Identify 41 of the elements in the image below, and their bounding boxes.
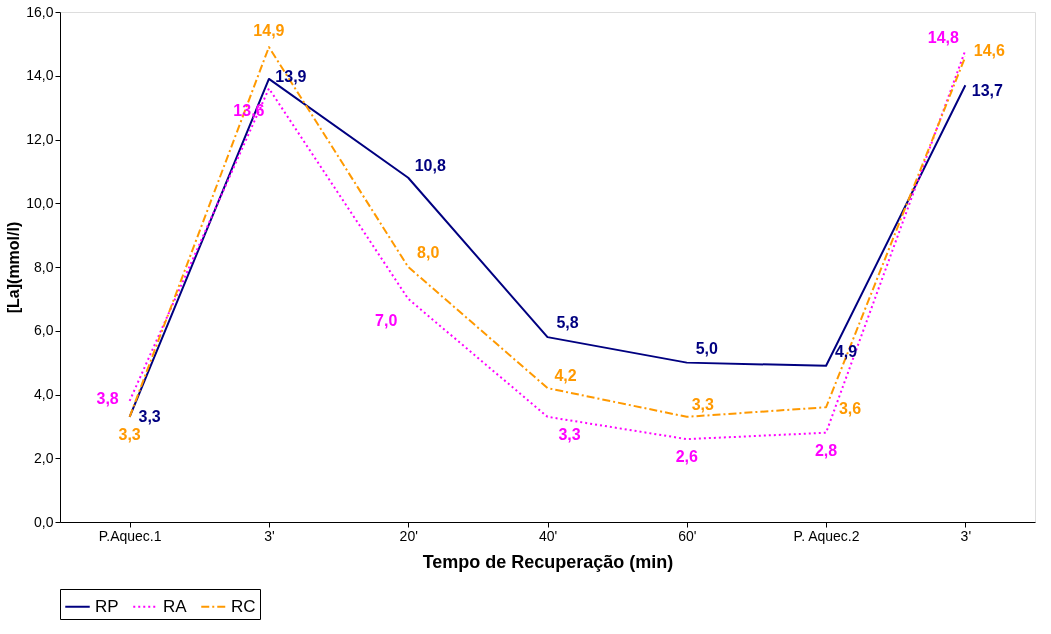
y-tick-label: 10,0 [26,194,54,211]
data-label: 14,9 [253,22,285,40]
data-label: 5,0 [695,339,718,357]
y-tick-label: 14,0 [26,67,54,84]
x-tick-label: P. Aquec.2 [793,527,860,544]
x-tick-label: 20' [399,527,418,544]
data-label: 2,8 [814,441,838,459]
y-tick-label: 6,0 [34,322,54,339]
data-label: 3,3 [138,407,161,425]
y-tick-label: 0,0 [34,513,54,530]
data-label: 2,6 [675,448,698,466]
y-tick-label: 16,0 [26,3,54,20]
legend-label: RA [163,596,188,616]
y-axis-title: [La](mmol/l) [5,221,23,314]
data-label: 3,8 [96,389,119,407]
data-label: 3,3 [691,395,714,413]
x-axis-title: Tempo de Recuperação (min) [422,551,674,572]
x-tick-label: 40' [538,527,558,544]
data-label: 5,8 [556,314,579,332]
y-tick-label: 8,0 [34,258,54,275]
data-label: 14,8 [927,29,960,47]
data-label: 3,3 [118,425,141,443]
data-label: 4,9 [834,342,858,360]
data-label: 13,7 [971,82,1004,100]
data-label: 10,8 [414,156,446,174]
legend-label: RC [231,596,256,616]
y-tick-label: 12,0 [26,131,54,147]
data-label: 13,9 [275,67,307,85]
y-tick-label: 4,0 [34,386,54,402]
data-label: 4,2 [554,367,577,385]
x-tick-label: 60' [678,527,697,544]
x-tick-label: P.Aquec.1 [98,527,162,544]
data-label: 3,6 [838,400,862,418]
data-label: 8,0 [417,244,440,261]
y-tick-label: 2,0 [34,449,54,466]
data-label: 7,0 [375,311,398,329]
data-label: 3,3 [558,425,581,443]
legend-label: RP [95,596,119,616]
x-tick-label: 3' [960,527,972,544]
data-label: 14,6 [973,41,1006,59]
x-tick-label: 3' [264,527,275,544]
